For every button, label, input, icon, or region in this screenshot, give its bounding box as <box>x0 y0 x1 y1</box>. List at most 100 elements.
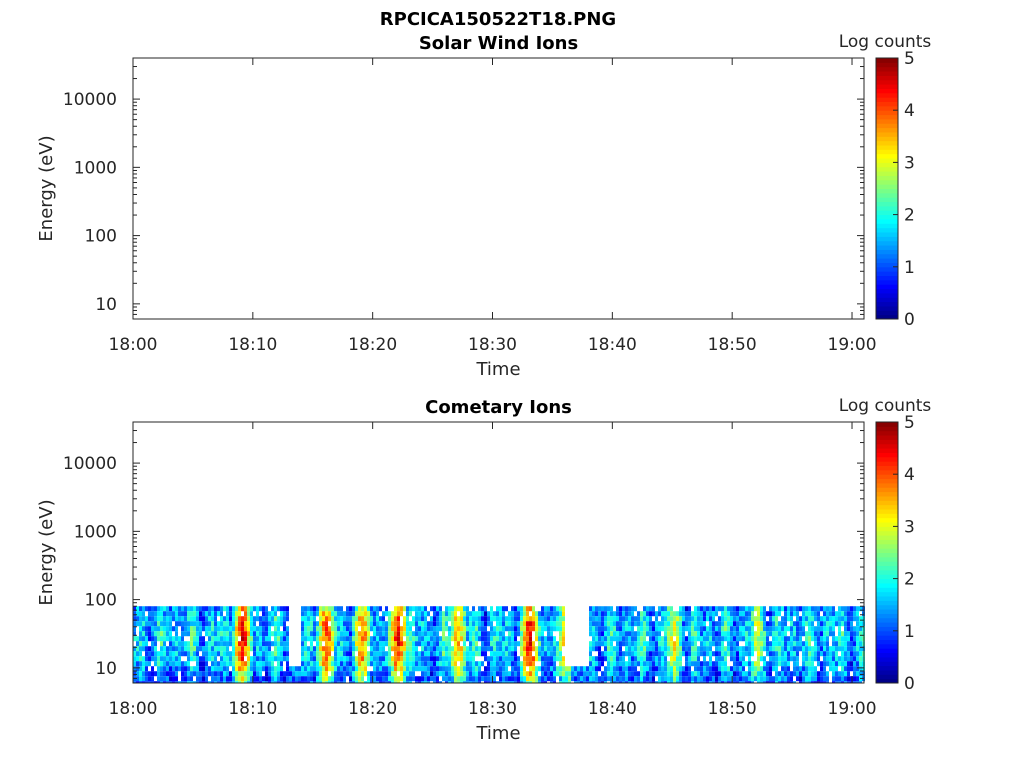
spectrogram-cell <box>826 611 829 617</box>
spectrogram-cell <box>205 651 208 657</box>
spectrogram-cell <box>412 676 415 682</box>
spectrogram-cell <box>598 666 601 672</box>
spectrogram-cell <box>637 631 640 637</box>
spectrogram-cell <box>379 676 382 682</box>
spectrogram-cell <box>748 681 751 683</box>
spectrogram-cell <box>379 651 382 657</box>
spectrogram-cell <box>787 651 790 657</box>
spectrogram-cell <box>790 611 793 617</box>
spectrogram-cell <box>142 681 145 683</box>
colorbar-segment <box>876 513 898 519</box>
spectrogram-cell <box>835 671 838 677</box>
spectrogram-cell <box>721 651 724 657</box>
spectrogram-cell <box>511 681 514 683</box>
spectrogram-cell <box>526 671 529 677</box>
spectrogram-cell <box>694 656 697 662</box>
spectrogram-cell <box>796 611 799 617</box>
spectrogram-cell <box>544 676 547 682</box>
spectrogram-cell <box>601 626 604 632</box>
spectrogram-cell <box>415 626 418 632</box>
spectrogram-cell <box>607 641 610 647</box>
spectrogram-cell <box>247 681 250 683</box>
spectrogram-cell <box>235 641 238 647</box>
colorbar-label: Log counts <box>839 32 932 52</box>
spectrogram-cell <box>145 626 148 632</box>
spectrogram-cell <box>199 616 202 622</box>
spectrogram-cell <box>490 656 493 662</box>
spectrogram-cell <box>700 651 703 657</box>
spectrogram-cell <box>373 676 376 682</box>
spectrogram-cell <box>190 626 193 632</box>
spectrogram-cell <box>748 656 751 662</box>
spectrogram-cell <box>175 666 178 672</box>
spectrogram-cell <box>739 646 742 652</box>
spectrogram-cell <box>529 656 532 662</box>
colorbar-segment <box>876 587 898 593</box>
spectrogram-cell <box>547 621 550 627</box>
spectrogram-cell <box>352 656 355 662</box>
spectrogram-cell <box>313 626 316 632</box>
spectrogram-cell <box>277 676 280 682</box>
spectrogram-cell <box>847 651 850 657</box>
spectrogram-cell <box>283 651 286 657</box>
spectrogram-cell <box>271 631 274 637</box>
spectrogram-cell <box>637 621 640 627</box>
spectrogram-cell <box>640 636 643 642</box>
spectrogram-cell <box>775 651 778 657</box>
spectrogram-cell <box>265 621 268 627</box>
spectrogram-cell <box>247 646 250 652</box>
spectrogram-cell <box>709 651 712 657</box>
spectrogram-cell <box>622 626 625 632</box>
spectrogram-cell <box>562 671 565 677</box>
spectrogram-cell <box>328 661 331 667</box>
spectrogram-cell <box>181 661 184 667</box>
spectrogram-cell <box>214 661 217 667</box>
spectrogram-cell <box>238 666 241 672</box>
spectrogram-cell <box>367 636 370 642</box>
spectrogram-cell <box>604 616 607 622</box>
spectrogram-cell <box>529 626 532 632</box>
spectrogram-cell <box>490 616 493 622</box>
spectrogram-cell <box>523 616 526 622</box>
spectrogram-cell <box>589 641 592 647</box>
spectrogram-cell <box>706 606 709 612</box>
spectrogram-cell <box>613 616 616 622</box>
spectrogram-cell <box>610 661 613 667</box>
spectrogram-cell <box>271 606 274 612</box>
spectrogram-cell <box>523 621 526 627</box>
spectrogram-cell <box>460 606 463 612</box>
spectrogram-cell <box>541 666 544 672</box>
spectrogram-cell <box>502 636 505 642</box>
spectrogram-cell <box>370 671 373 677</box>
spectrogram-cell <box>421 631 424 637</box>
spectrogram-cell <box>784 671 787 677</box>
spectrogram-cell <box>370 641 373 647</box>
spectrogram-cell <box>169 611 172 617</box>
spectrogram-cell <box>535 676 538 682</box>
spectrogram-cell <box>634 661 637 667</box>
spectrogram-cell <box>655 641 658 647</box>
spectrogram-cell <box>337 606 340 612</box>
spectrogram-cell <box>859 641 862 647</box>
spectrogram-cell <box>166 616 169 622</box>
spectrogram-cell <box>307 646 310 652</box>
spectrogram-cell <box>508 626 511 632</box>
spectrogram-cell <box>844 671 847 677</box>
spectrogram-cell <box>835 651 838 657</box>
spectrogram-cell <box>688 621 691 627</box>
spectrogram-cell <box>223 641 226 647</box>
spectrogram-cell <box>622 681 625 683</box>
spectrogram-cell <box>196 646 199 652</box>
spectrogram-cell <box>199 681 202 683</box>
spectrogram-cell <box>571 676 574 682</box>
spectrogram-cell <box>667 631 670 637</box>
spectrogram-cell <box>628 671 631 677</box>
spectrogram-cell <box>562 611 565 617</box>
spectrogram-cell <box>364 616 367 622</box>
spectrogram-cell <box>595 631 598 637</box>
spectrogram-cell <box>151 676 154 682</box>
spectrogram-cell <box>619 616 622 622</box>
spectrogram-cell <box>238 671 241 677</box>
spectrogram-cell <box>262 631 265 637</box>
spectrogram-cell <box>589 611 592 617</box>
